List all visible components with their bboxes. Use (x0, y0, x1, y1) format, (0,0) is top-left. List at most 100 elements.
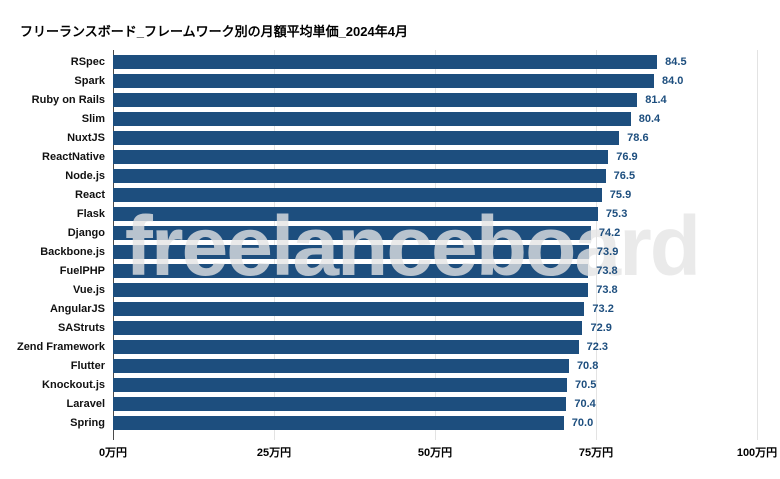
bar-track: 70.8 (113, 358, 757, 373)
category-label: FuelPHP (59, 264, 105, 277)
value-label: 81.4 (645, 93, 667, 106)
bar-track: 81.4 (113, 92, 757, 107)
gridline-100 (757, 50, 758, 440)
value-label: 73.2 (592, 302, 614, 315)
category-label: Spark (74, 74, 105, 87)
bar-track: 73.8 (113, 263, 757, 278)
category-label: Zend Framework (16, 340, 105, 353)
bar-track: 84.0 (113, 73, 757, 88)
bar-row: Laravel 70.4 (0, 394, 780, 413)
bar-track: 78.6 (113, 130, 757, 145)
value-label: 78.6 (627, 131, 649, 144)
bar-rows: RSpec 84.5 Spark 84.0 Ruby on Rails 81.4 Slim 8… (0, 52, 780, 432)
bar-row: Ruby on Rails 81.4 (0, 90, 780, 109)
bar-track: 75.3 (113, 206, 757, 221)
bar (113, 282, 589, 297)
bar-track: 76.9 (113, 149, 757, 164)
bar-track: 76.5 (113, 168, 757, 183)
bar-row: ReactNative 76.9 (0, 147, 780, 166)
category-label: ReactNative (42, 150, 105, 163)
bar (113, 130, 620, 145)
category-label: Slim (81, 112, 105, 125)
bar-row: React 75.9 (0, 185, 780, 204)
value-label: 75.3 (605, 207, 628, 220)
category-label: Flutter (70, 359, 105, 372)
bar-track: 72.9 (113, 320, 757, 335)
x-axis-tick-labels: 0万円 25万円 50万円 75万円 100万円 (99, 444, 777, 459)
x-tick-label: 25万円 (256, 447, 292, 459)
value-label: 72.3 (586, 340, 609, 353)
value-label: 74.2 (598, 226, 621, 239)
bar-track: 84.5 (113, 54, 757, 69)
category-label: Node.js (65, 169, 105, 182)
bar-row: Django 74.2 (0, 223, 780, 242)
x-tick-label: 75万円 (578, 447, 614, 459)
x-tick-label: 100万円 (736, 447, 778, 459)
category-label: Spring (70, 416, 105, 429)
value-label: 73.9 (596, 245, 619, 258)
bar-track: 70.4 (113, 396, 757, 411)
x-tick-label: 50万円 (417, 447, 453, 459)
bar-track: 74.2 (113, 225, 757, 240)
bar-row: Flask 75.3 (0, 204, 780, 223)
chart-title: フリーランスボード_フレームワーク別の月額平均単価_2024年4月 (20, 24, 408, 39)
bar (113, 358, 569, 373)
category-label: NuxtJS (67, 131, 105, 144)
category-label: Vue.js (73, 283, 105, 296)
category-label: React (75, 188, 105, 201)
bar (113, 73, 654, 88)
bar-track: 73.8 (113, 282, 757, 297)
category-label: SAStruts (57, 321, 105, 334)
bar (113, 244, 589, 259)
bar-row: Zend Framework 72.3 (0, 337, 780, 356)
value-label: 70.4 (574, 397, 596, 410)
category-label: RSpec (70, 55, 105, 68)
bar-track: 75.9 (113, 187, 757, 202)
category-label: Ruby on Rails (31, 93, 105, 106)
category-label: Laravel (66, 397, 105, 410)
bar-row: NuxtJS 78.6 (0, 128, 780, 147)
category-label: Flask (76, 207, 105, 220)
bar (113, 92, 638, 107)
bar-track: 73.9 (113, 244, 757, 259)
bar-row: Slim 80.4 (0, 109, 780, 128)
value-label: 80.4 (638, 112, 661, 125)
bar-track: 70.5 (113, 377, 757, 392)
gridline-75 (596, 50, 597, 440)
bar (113, 149, 609, 164)
bar (113, 320, 583, 335)
category-label: Backbone.js (40, 245, 105, 258)
value-label: 76.5 (613, 169, 636, 182)
bar-row: Flutter 70.8 (0, 356, 780, 375)
bar (113, 415, 564, 430)
bar-row: Backbone.js 73.9 (0, 242, 780, 261)
bar-row: Node.js 76.5 (0, 166, 780, 185)
bar-row: Spring 70.0 (0, 413, 780, 432)
bar-track: 70.0 (113, 415, 757, 430)
bar (113, 301, 585, 316)
value-label: 70.0 (571, 416, 594, 429)
category-label: Django (67, 226, 105, 239)
bar (113, 168, 606, 183)
bar-row: FuelPHP 73.8 (0, 261, 780, 280)
value-label: 75.9 (609, 188, 632, 201)
value-label: 84.0 (661, 74, 684, 87)
bar (113, 339, 579, 354)
bar-row: Spark 84.0 (0, 71, 780, 90)
bar (113, 54, 658, 69)
value-label: 70.8 (576, 359, 599, 372)
bar-row: Vue.js 73.8 (0, 280, 780, 299)
bar-track: 73.2 (113, 301, 757, 316)
bar-row: Knockout.js 70.5 (0, 375, 780, 394)
bar-row: RSpec 84.5 (0, 52, 780, 71)
value-label: 73.8 (596, 264, 618, 277)
x-tick-label: 0万円 (98, 447, 128, 459)
bar-track: 72.3 (113, 339, 757, 354)
bar (113, 111, 631, 126)
bar (113, 225, 591, 240)
category-label: AngularJS (49, 302, 105, 315)
bar-row: SAStruts 72.9 (0, 318, 780, 337)
value-label: 72.9 (590, 321, 612, 334)
category-label: Knockout.js (42, 378, 105, 391)
